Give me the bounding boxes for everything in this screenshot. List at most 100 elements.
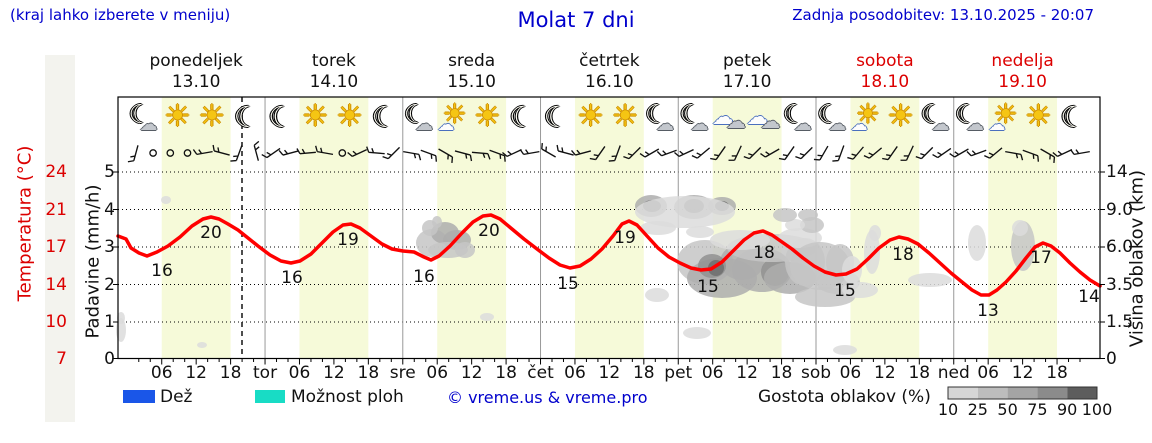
hour-label: 12 — [736, 363, 758, 383]
glyph: ☁ — [828, 114, 847, 135]
daytime-band — [574, 97, 644, 359]
glyph: ☁ — [437, 115, 455, 135]
wind-barb-icon — [403, 150, 422, 161]
glyph: ☾ — [268, 100, 295, 134]
wind-barb-icon — [847, 146, 864, 160]
glyph: ☾ — [371, 100, 398, 134]
cloud-blob — [842, 282, 878, 298]
glyph: ☀ — [442, 99, 467, 130]
wind-barb-icon — [623, 146, 641, 160]
glyph: ☁ — [139, 114, 158, 135]
weather-icon-moon-cloud: ☾ ☁ — [677, 101, 713, 137]
wind-barb-icon — [230, 145, 243, 162]
wind-barb-icon — [863, 147, 883, 159]
wind-barb-icon — [438, 148, 454, 164]
weather-icon-sun: ☀ — [299, 101, 335, 137]
weather-icon-sun-cloud: ☀ ☁ — [436, 101, 472, 137]
wind-barb-icon — [212, 144, 230, 156]
hour-label: 18 — [770, 363, 793, 383]
weather-icon-moon: ☾ — [540, 101, 576, 137]
day-label: torek — [311, 51, 356, 71]
temp-tick-label: 14 — [45, 274, 67, 295]
day-date: 15.10 — [447, 72, 496, 92]
glyph: ☁ — [711, 105, 734, 130]
density-tick-label: 50 — [997, 400, 1018, 419]
day-label: četrtek — [579, 51, 640, 71]
day-abbr-label: ned — [937, 363, 970, 383]
hour-label: 18 — [357, 363, 380, 383]
wind-barb-icon — [832, 145, 845, 162]
glyph: ☾ — [645, 100, 669, 130]
hour-label: 12 — [323, 363, 345, 383]
glyph: ☀ — [611, 99, 639, 134]
hour-label: 06 — [150, 363, 173, 383]
density-tick-label: 25 — [967, 400, 988, 419]
weather-icon-moon: ☾ — [368, 101, 404, 137]
cloud-blob — [798, 209, 818, 221]
cloudheight-tick-label: 1.5 — [1106, 312, 1134, 332]
temp-tick-label: 17 — [45, 237, 67, 257]
showers-swatch — [255, 390, 285, 403]
glyph: ☁ — [725, 109, 746, 133]
wind-barb-icon — [296, 148, 316, 155]
page-title: Molat 7 dni — [517, 8, 635, 32]
wind-barb-icon — [1022, 149, 1040, 162]
hour-label: 12 — [874, 363, 896, 383]
precip-tick-label: 5 — [104, 162, 115, 182]
daytime-band — [850, 97, 920, 359]
cloud-blob — [778, 228, 822, 248]
day-label: nedelja — [991, 51, 1054, 71]
temp-tick-label: 21 — [45, 199, 67, 220]
cloudheight-tick-label: 14 — [1106, 162, 1128, 182]
temperature-value-label: 16 — [413, 267, 435, 287]
density-segment — [948, 387, 978, 399]
wind-barb-icon — [192, 149, 213, 156]
weather-icon-moon: ☾ — [1056, 101, 1092, 137]
cloud-blob — [117, 312, 125, 324]
wind-barb-icon — [760, 148, 780, 158]
wind-barb-icon — [656, 149, 677, 157]
day-date: 18.10 — [860, 72, 910, 92]
wind-barb-icon — [674, 149, 694, 157]
weather-icon-sun: ☀ — [333, 101, 369, 137]
glyph: ☾ — [679, 100, 703, 130]
wind-barb-icon — [639, 148, 660, 158]
cloud-blob — [869, 225, 881, 241]
wind-barb-icon — [949, 148, 969, 158]
wind-barb-icon — [253, 140, 260, 161]
day-abbr-label: tor — [253, 363, 278, 383]
daytime-band — [712, 97, 782, 359]
cloud-blob — [635, 196, 735, 228]
day-abbr-label: čet — [527, 363, 554, 383]
weather-icon-sun: ☀ — [609, 101, 645, 137]
weather-icon-sun-cloud: ☀ ☁ — [850, 101, 886, 137]
last-update: Zadnja posodobitev: 13.10.2025 - 20:07 — [792, 6, 1094, 24]
temperature-curve — [116, 213, 1102, 297]
weather-icon-moon-cloud: ☾ ☁ — [953, 101, 989, 137]
precip-tick-label: 1 — [104, 312, 115, 332]
wind-barb-icon — [778, 146, 795, 161]
weather-icon-clouds: ☁ ☁ — [712, 101, 748, 137]
weather-icon-sun: ☀ — [884, 101, 920, 137]
cloud-blob — [686, 226, 714, 238]
wind-calm-icon — [338, 149, 347, 157]
cloudheight-tick-label: 9.0 — [1106, 199, 1134, 220]
hour-label: 06 — [426, 363, 449, 383]
wind-barb-icon — [589, 146, 606, 161]
glyph: ☾ — [920, 100, 944, 130]
glyph: ☾ — [233, 100, 260, 134]
temperature-value-label: 16 — [281, 268, 303, 288]
density-tick-label: 75 — [1027, 400, 1048, 419]
temp-tick-label: 7 — [56, 348, 67, 369]
temperature-value-label: 15 — [834, 281, 856, 301]
hour-label: 06 — [839, 363, 862, 383]
day-date: 14.10 — [309, 72, 359, 92]
cloud-blob — [800, 217, 824, 233]
glyph: ☁ — [850, 115, 868, 135]
glyph: ☁ — [656, 114, 675, 135]
glyph: ☀ — [301, 99, 329, 134]
weather-icon-moon: ☾ — [230, 101, 266, 137]
legend-rain-label: Dež — [160, 387, 193, 407]
wind-barb-icon — [728, 145, 742, 161]
density-segment — [1037, 387, 1068, 399]
